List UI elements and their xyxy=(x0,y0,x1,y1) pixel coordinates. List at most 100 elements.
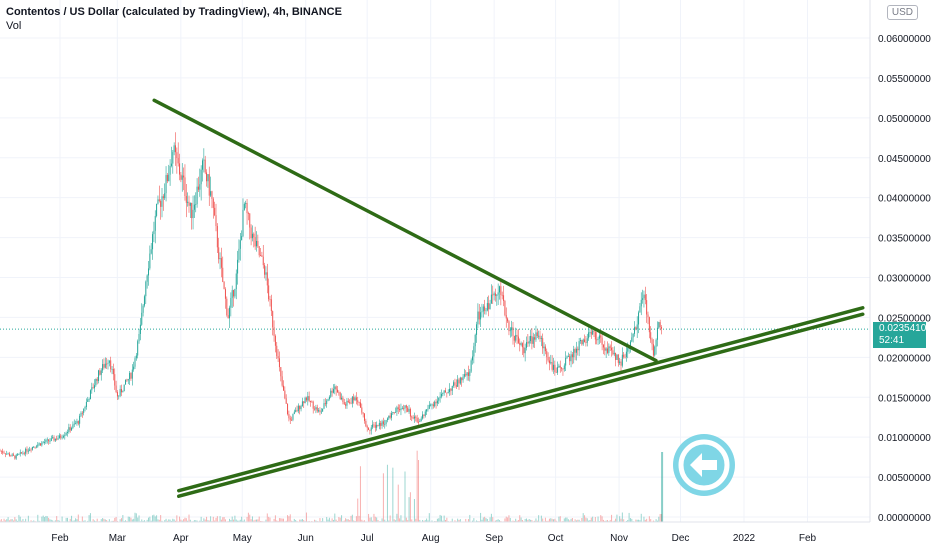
volume-bar xyxy=(289,514,291,522)
volume-bar xyxy=(219,516,221,522)
volume-bar xyxy=(273,518,275,522)
candle-body xyxy=(67,432,68,433)
volume-bar xyxy=(119,519,121,522)
volume-bar xyxy=(607,520,608,522)
candle-body xyxy=(431,404,433,406)
volume-bar xyxy=(438,518,440,522)
candle-body xyxy=(262,256,264,266)
candle-body xyxy=(508,321,510,332)
candle-body xyxy=(245,202,247,204)
candle-body xyxy=(555,371,557,373)
volume-bar xyxy=(404,471,406,522)
volume-bar xyxy=(376,517,378,522)
candle-body xyxy=(45,440,47,443)
price-tick-label: 0.06000000 xyxy=(878,34,931,45)
volume-bar xyxy=(314,519,316,522)
candle-body xyxy=(547,357,549,361)
candle-body xyxy=(570,354,572,362)
candle-body xyxy=(2,451,4,453)
volume-bar xyxy=(446,517,448,522)
price-tick-label: 0.03000000 xyxy=(878,274,931,285)
volume-bar xyxy=(322,518,324,522)
candle-body xyxy=(334,386,336,390)
volume-bar xyxy=(602,519,604,522)
volume-bar xyxy=(276,520,278,522)
volume-bar xyxy=(555,520,557,522)
candle-body xyxy=(92,387,94,389)
candle-body xyxy=(532,337,534,344)
candle-body xyxy=(416,417,418,422)
volume-bar xyxy=(335,519,337,522)
volume-bar xyxy=(424,520,426,522)
candle-body xyxy=(466,372,468,376)
candle-body xyxy=(442,392,444,394)
candle-body xyxy=(629,341,631,348)
volume-bar xyxy=(431,520,433,522)
candle-body xyxy=(445,390,446,393)
candle-body xyxy=(96,378,98,382)
volume-bar xyxy=(19,516,21,522)
candle-body xyxy=(114,374,116,386)
symbol-title[interactable]: Contentos / US Dollar (calculated by Tra… xyxy=(6,6,342,18)
candle-body xyxy=(404,405,406,409)
volume-bar xyxy=(131,519,133,522)
trendlines[interactable] xyxy=(152,98,865,498)
volume-label[interactable]: Vol xyxy=(6,20,22,32)
candle-body xyxy=(173,145,175,153)
volume-bar xyxy=(184,517,186,522)
time-axis[interactable]: Feb Mar Apr May Jun Jul Aug Sep Oct Nov Dec 2022 Feb xyxy=(0,521,932,550)
volume-bar xyxy=(268,516,270,522)
candle-body xyxy=(141,312,143,325)
volume-bar xyxy=(494,520,496,522)
candle-body xyxy=(634,327,635,334)
volume-bar xyxy=(520,517,522,522)
candle-body xyxy=(656,327,658,340)
candle-body xyxy=(134,358,136,367)
volume-bar xyxy=(384,519,386,522)
candle-body xyxy=(192,209,194,219)
volume-bar xyxy=(567,519,569,522)
volume-bar xyxy=(288,516,290,522)
volume-bar xyxy=(457,518,459,522)
volume-bar xyxy=(176,515,178,522)
candle-body xyxy=(359,402,361,408)
volume-bar xyxy=(220,519,222,522)
volume-bar xyxy=(490,513,492,522)
currency-badge[interactable]: USD xyxy=(886,5,918,20)
candle-body xyxy=(472,356,473,361)
candle-body xyxy=(58,435,60,439)
candles xyxy=(0,132,662,460)
price-axis[interactable]: 0.06000000 0.05500000 0.05000000 0.04500000… xyxy=(869,0,932,550)
candle-body xyxy=(115,385,117,393)
candle-body xyxy=(208,174,210,196)
candle-body xyxy=(567,356,569,357)
volume-bar xyxy=(108,519,110,522)
volume-bar xyxy=(224,519,226,522)
candle-body xyxy=(119,388,121,396)
volume-bar xyxy=(229,518,230,522)
scroll-back-button[interactable] xyxy=(673,434,735,496)
candle-body xyxy=(559,365,561,368)
volume-bar xyxy=(445,519,446,522)
volume-bar xyxy=(251,516,253,522)
candle-body xyxy=(293,411,295,415)
candle-body xyxy=(50,438,52,441)
candle-body xyxy=(577,348,579,351)
candle-body xyxy=(214,207,216,216)
candle-body xyxy=(571,354,573,358)
volume-bar xyxy=(152,515,154,522)
volume-bar xyxy=(508,515,510,522)
candle-body xyxy=(145,281,147,297)
candle-body xyxy=(540,338,542,339)
time-tick-label: Apr xyxy=(173,533,189,544)
candle-body xyxy=(169,165,171,175)
candle-body xyxy=(274,335,276,346)
candle-body xyxy=(324,403,326,405)
volume-bar xyxy=(50,519,52,522)
candle-body xyxy=(389,415,391,418)
candle-body xyxy=(195,204,197,205)
candle-body xyxy=(426,409,428,412)
volume-bar xyxy=(15,519,17,522)
candle-body xyxy=(435,401,437,404)
